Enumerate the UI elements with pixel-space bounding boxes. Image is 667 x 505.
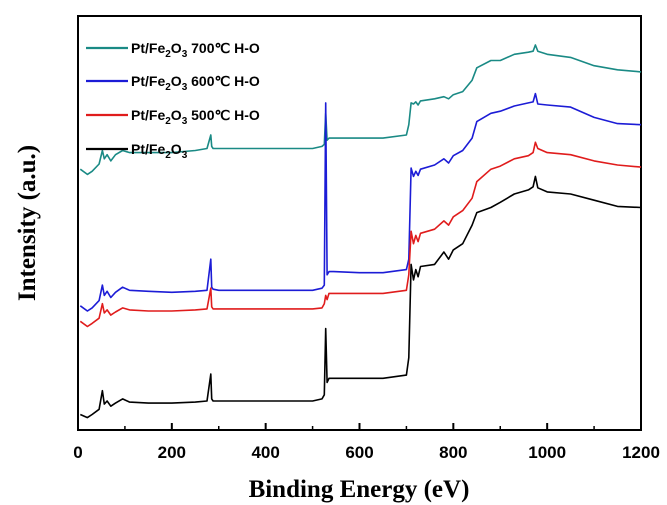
series-layer bbox=[79, 44, 642, 419]
x-tick-label: 0 bbox=[73, 443, 82, 462]
legend-label-1: Pt/Fe2O3 600℃ H-O bbox=[131, 73, 260, 93]
x-tick-label: 1000 bbox=[528, 443, 566, 462]
legend: Pt/Fe2O3 700℃ H-O Pt/Fe2O3 600℃ H-O Pt/Fe2… bbox=[86, 40, 260, 161]
series-line-1 bbox=[79, 92, 642, 312]
legend-label-3: Pt/Fe2O3 bbox=[131, 141, 188, 161]
x-tick-label: 800 bbox=[439, 443, 467, 462]
x-ticks: 0 200 400 600 800 1000 1200 bbox=[73, 423, 660, 462]
x-tick-label: 600 bbox=[345, 443, 373, 462]
y-axis-title: Intensity (a.u.) bbox=[14, 145, 41, 301]
x-tick-label: 1200 bbox=[622, 443, 660, 462]
series-line-3 bbox=[79, 175, 642, 419]
legend-label-0: Pt/Fe2O3 700℃ H-O bbox=[131, 40, 260, 60]
series-line-2 bbox=[79, 141, 642, 328]
series-line-0 bbox=[79, 44, 642, 176]
x-tick-label: 200 bbox=[158, 443, 186, 462]
x-tick-label: 400 bbox=[251, 443, 279, 462]
legend-label-2: Pt/Fe2O3 500℃ H-O bbox=[131, 107, 260, 127]
x-axis-title: Binding Energy (eV) bbox=[249, 476, 470, 503]
